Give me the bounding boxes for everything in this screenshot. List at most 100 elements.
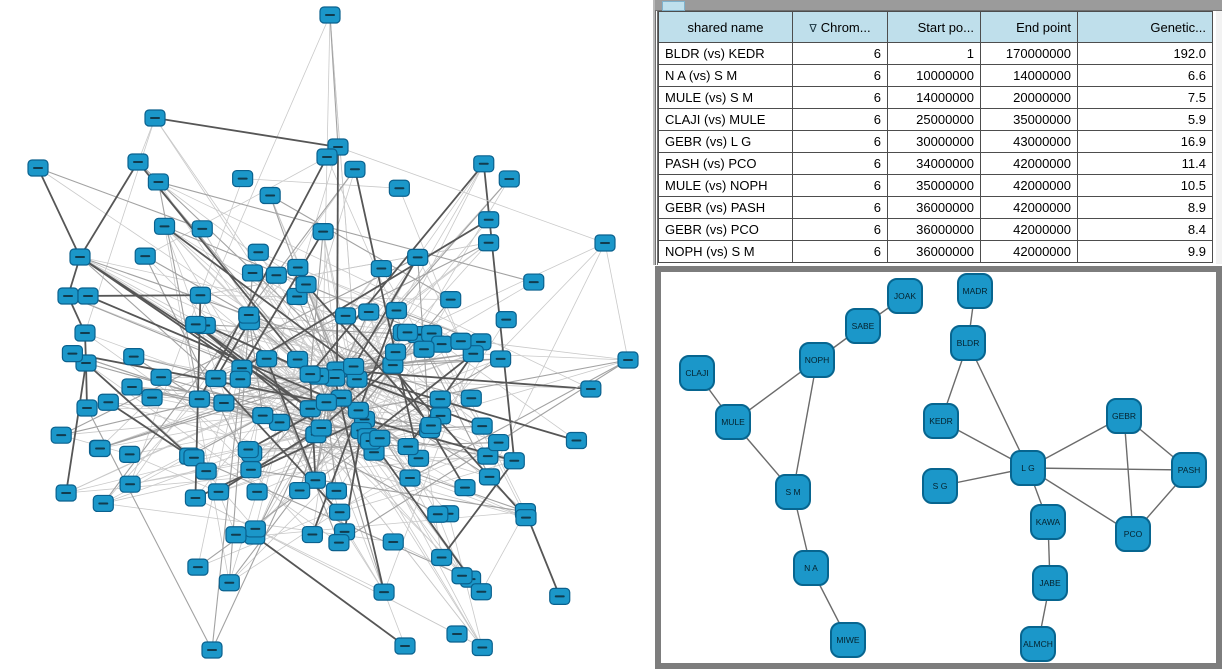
network-node[interactable]: [431, 548, 453, 567]
subnetwork-node-bldr[interactable]: BLDR: [950, 325, 986, 361]
table-cell[interactable]: PASH (vs) PCO: [658, 152, 793, 175]
network-node[interactable]: [388, 179, 410, 197]
network-node[interactable]: [61, 345, 84, 363]
network-node[interactable]: [134, 247, 156, 265]
table-cell[interactable]: 1: [887, 42, 981, 65]
table-cell[interactable]: 192.0: [1077, 42, 1213, 65]
network-node[interactable]: [191, 220, 213, 238]
network-node[interactable]: [347, 401, 370, 419]
network-node[interactable]: [334, 307, 357, 325]
subnetwork-node-mule[interactable]: MULE: [715, 404, 751, 440]
subnetwork-node-n-a[interactable]: N A: [793, 550, 829, 586]
network-node[interactable]: [450, 332, 472, 350]
network-node[interactable]: [413, 340, 435, 358]
network-node[interactable]: [373, 583, 395, 601]
column-header-chromosome[interactable]: ∇ Chrom...: [792, 11, 888, 43]
table-cell[interactable]: 35000000: [980, 108, 1078, 131]
network-node[interactable]: [187, 558, 209, 576]
network-node[interactable]: [315, 393, 338, 411]
network-node[interactable]: [385, 301, 408, 320]
table-row[interactable]: MULE (vs) NOPH 6 35000000 42000000 10.5: [658, 174, 1213, 197]
network-node[interactable]: [153, 217, 176, 235]
subnetwork-node-kawa[interactable]: KAWA: [1030, 504, 1066, 540]
network-node[interactable]: [580, 380, 602, 398]
network-node[interactable]: [329, 503, 351, 521]
table-cell[interactable]: 10000000: [887, 64, 981, 87]
network-node[interactable]: [503, 452, 525, 470]
table-cell[interactable]: 8.4: [1077, 218, 1213, 241]
network-node[interactable]: [92, 494, 114, 513]
network-node[interactable]: [97, 393, 119, 411]
network-node[interactable]: [287, 350, 309, 369]
network-node[interactable]: [328, 534, 350, 552]
table-row[interactable]: NOPH (vs) S M 6 36000000 42000000 9.9: [658, 240, 1213, 263]
table-cell[interactable]: 6: [792, 64, 888, 87]
table-cell[interactable]: GEBR (vs) PCO: [658, 218, 793, 241]
table-cell[interactable]: 14000000: [980, 64, 1078, 87]
subnetwork-node-almch[interactable]: ALMCH: [1020, 626, 1056, 662]
network-node[interactable]: [57, 287, 79, 305]
table-cell[interactable]: 36000000: [887, 240, 981, 263]
table-cell[interactable]: 36000000: [887, 218, 981, 241]
network-node[interactable]: [189, 286, 212, 304]
network-node[interactable]: [471, 417, 493, 435]
table-cell[interactable]: 10.5: [1077, 174, 1213, 197]
network-node[interactable]: [488, 433, 510, 452]
table-cell[interactable]: 36000000: [887, 196, 981, 219]
table-cell[interactable]: 8.9: [1077, 196, 1213, 219]
network-node[interactable]: [299, 365, 321, 383]
table-cell[interactable]: GEBR (vs) L G: [658, 130, 793, 153]
table-cell[interactable]: 14000000: [887, 86, 981, 109]
subnetwork-node-claji[interactable]: CLAJI: [679, 355, 715, 391]
table-cell[interactable]: 34000000: [887, 152, 981, 175]
table-row[interactable]: N A (vs) S M 6 10000000 14000000 6.6: [658, 64, 1213, 87]
subnetwork-edge-BLDR-LG[interactable]: [967, 342, 1029, 469]
column-header-end-point[interactable]: End point: [980, 11, 1078, 43]
network-node[interactable]: [50, 426, 72, 444]
network-node[interactable]: [141, 389, 163, 407]
network-node[interactable]: [55, 484, 77, 502]
network-node[interactable]: [446, 625, 468, 643]
network-node[interactable]: [256, 350, 278, 368]
subnetwork-node-jabe[interactable]: JABE: [1032, 565, 1068, 601]
network-node[interactable]: [247, 243, 269, 261]
network-node[interactable]: [427, 505, 449, 523]
subnetwork-node-kedr[interactable]: KEDR: [923, 403, 959, 439]
subnetwork-node-madr[interactable]: MADR: [957, 273, 993, 309]
network-node[interactable]: [244, 520, 266, 538]
table-cell[interactable]: 5.9: [1077, 108, 1213, 131]
network-node[interactable]: [477, 447, 499, 465]
subnetwork-edge-NOPH-SM[interactable]: [792, 359, 818, 493]
main-network-panel[interactable]: [0, 0, 653, 669]
table-cell[interactable]: 6: [792, 196, 888, 219]
subnetwork-node-noph[interactable]: NOPH: [799, 342, 835, 378]
network-node[interactable]: [185, 315, 207, 334]
network-node[interactable]: [396, 323, 419, 341]
table-cell[interactable]: 7.5: [1077, 86, 1213, 109]
network-node[interactable]: [471, 638, 493, 657]
network-node[interactable]: [549, 587, 571, 605]
network-node[interactable]: [241, 264, 264, 282]
network-node[interactable]: [89, 439, 111, 458]
filter-icon[interactable]: ∇: [809, 22, 817, 35]
table-cell[interactable]: 16.9: [1077, 130, 1213, 153]
table-cell[interactable]: BLDR (vs) KEDR: [658, 42, 793, 65]
network-node[interactable]: [127, 153, 149, 171]
table-cell[interactable]: 6.6: [1077, 64, 1213, 87]
network-node[interactable]: [183, 449, 205, 467]
network-node[interactable]: [470, 583, 492, 601]
table-row[interactable]: GEBR (vs) PCO 6 36000000 42000000 8.4: [658, 218, 1213, 241]
network-node[interactable]: [184, 489, 207, 507]
network-node[interactable]: [431, 335, 453, 353]
table-row[interactable]: CLAJI (vs) MULE 6 25000000 35000000 5.9: [658, 108, 1213, 131]
subnetwork-canvas[interactable]: JOAK SABE NOPH CLAJI MULE S M N A MIWE MADR BLDR K…: [661, 272, 1216, 663]
table-cell[interactable]: 42000000: [980, 152, 1078, 175]
network-node[interactable]: [369, 429, 391, 447]
network-node[interactable]: [343, 357, 365, 376]
network-node[interactable]: [397, 437, 419, 456]
network-node[interactable]: [218, 574, 240, 592]
network-node[interactable]: [229, 370, 251, 388]
table-cell[interactable]: NOPH (vs) S M: [658, 240, 793, 263]
network-node[interactable]: [462, 345, 484, 363]
network-node[interactable]: [358, 303, 380, 321]
